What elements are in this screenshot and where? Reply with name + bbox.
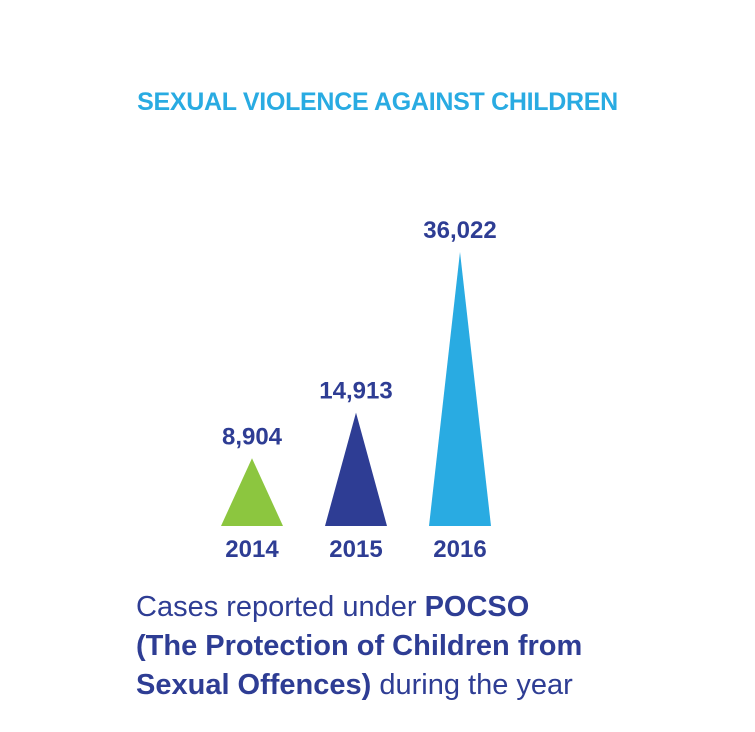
category-label-2015: 2015	[329, 536, 382, 563]
caption-line-2: (The Protection of Children from	[136, 630, 583, 662]
chart-caption: Cases reported under POCSO (The Protecti…	[136, 588, 696, 705]
chart-title: SEXUAL VIOLENCE AGAINST CHILDREN	[137, 88, 618, 116]
value-label-2015: 14,913	[319, 378, 392, 405]
value-label-2014: 8,904	[222, 423, 283, 450]
value-label-2016: 36,022	[423, 217, 496, 244]
caption-line-1: Cases reported under POCSO	[136, 588, 696, 627]
caption-text-regular: during the year	[371, 669, 573, 701]
category-label-2016: 2016	[433, 536, 486, 563]
bar-2016	[429, 252, 491, 526]
caption-text-bold: POCSO	[424, 591, 530, 623]
category-label-2014: 2014	[225, 536, 279, 563]
bar-2015	[325, 412, 387, 526]
caption-line-3: Sexual Offences) during the year	[136, 666, 696, 705]
caption-text-bold: Sexual Offences)	[136, 669, 372, 701]
caption-text-regular: Cases reported under	[136, 591, 425, 623]
bar-2014	[221, 458, 283, 526]
